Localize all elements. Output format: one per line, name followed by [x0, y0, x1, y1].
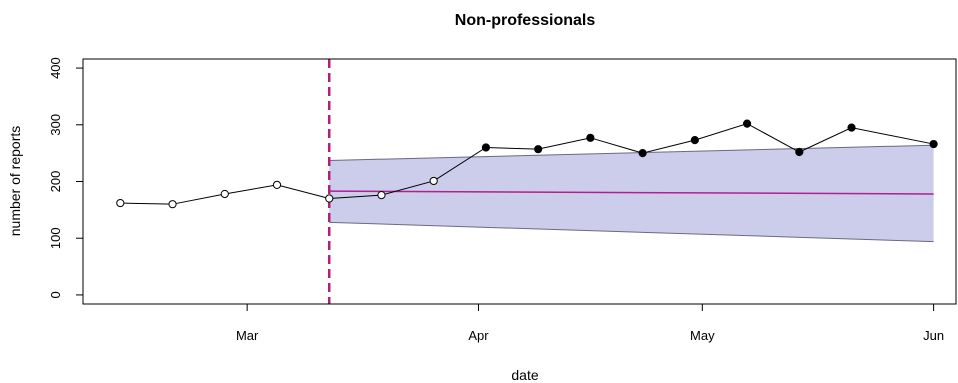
data-point-open [325, 194, 334, 203]
forecast-upper-line [329, 144, 934, 162]
observed-series-line [120, 123, 934, 205]
forecast-band-layer [329, 144, 934, 243]
x-tick-label: Apr [468, 328, 489, 343]
y-tick-label: 100 [48, 227, 63, 249]
x-tick-label: Jun [923, 328, 944, 343]
chart-title: Non-professionals [455, 12, 596, 29]
data-point-filled [534, 145, 543, 154]
x-axis-label: date [511, 367, 538, 383]
data-point-open [272, 180, 282, 190]
data-point-filled [795, 147, 804, 157]
data-point-filled [586, 133, 595, 142]
forecast-mean-line [329, 190, 934, 195]
data-point-open [429, 176, 438, 186]
data-point-filled [690, 135, 699, 145]
series-layer [116, 59, 938, 304]
y-tick-label: 0 [48, 291, 63, 298]
data-point-open [377, 191, 386, 200]
data-point-filled [929, 139, 938, 149]
data-point-open [116, 198, 125, 208]
forecast-lower-line [329, 221, 934, 243]
data-point-open [220, 189, 229, 199]
y-axis-label: number of reports [7, 126, 23, 237]
x-tick-label: Mar [236, 328, 259, 343]
y-tick-label: 400 [48, 57, 63, 79]
x-tick-label: May [690, 328, 715, 343]
data-point-filled [847, 123, 856, 132]
y-tick-label: 200 [48, 171, 63, 193]
y-tick-label: 300 [48, 114, 63, 136]
forecast-band [329, 145, 934, 242]
axes: 0 100 200 300 400 Mar Apr May Jun [48, 57, 944, 343]
data-point-filled [638, 149, 647, 158]
data-point-open [168, 200, 177, 209]
data-point-filled [481, 143, 491, 152]
data-point-filled [742, 119, 752, 128]
